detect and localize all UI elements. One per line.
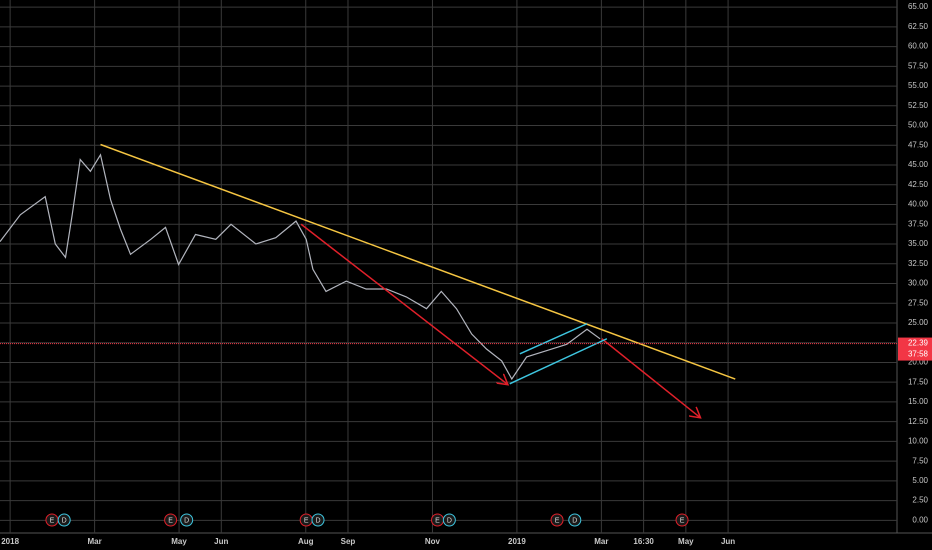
y-tick-label: 35.00 (908, 239, 929, 248)
trendline (300, 223, 507, 384)
event-marker (675, 513, 689, 527)
y-tick-label: 27.50 (908, 298, 929, 307)
x-tick-label: Jun (721, 537, 735, 546)
y-tick-label: 45.00 (908, 160, 929, 169)
x-tick-label: 2018 (1, 537, 19, 546)
y-tick-label: 17.50 (908, 377, 929, 386)
event-label: D (447, 517, 452, 524)
trendline (100, 143, 736, 380)
y-tick-label: 10.00 (908, 437, 929, 446)
event-marker (311, 513, 325, 527)
x-tick-label: Aug (298, 537, 314, 546)
event-label: D (572, 517, 577, 524)
trendline (601, 338, 700, 417)
y-tick-label: 62.50 (908, 22, 929, 31)
y-tick-label: 32.50 (908, 259, 929, 268)
event-label: D (184, 517, 189, 524)
y-tick-label: 37.50 (908, 219, 929, 228)
y-tick-label: 47.50 (908, 140, 929, 149)
y-tick-label: 15.00 (908, 397, 929, 406)
y-tick-label: 2.50 (912, 496, 928, 505)
last-price-label: 22.39 (908, 339, 929, 348)
trendline (519, 323, 588, 355)
y-tick-label: 42.50 (908, 180, 929, 189)
y-tick-label: 5.00 (912, 476, 928, 485)
y-tick-label: 60.00 (908, 42, 929, 51)
event-marker (57, 513, 71, 527)
price-line (0, 153, 601, 381)
y-tick-label: 40.00 (908, 200, 929, 209)
x-tick-label: Mar (87, 537, 101, 546)
event-label: D (315, 517, 320, 524)
event-label: E (435, 517, 440, 524)
x-tick-label: Sep (341, 537, 356, 546)
y-tick-label: 20.00 (908, 358, 929, 367)
y-tick-label: 7.50 (912, 456, 928, 465)
trendline (509, 338, 608, 385)
y-tick-label: 0.00 (912, 515, 928, 524)
event-label: D (62, 517, 67, 524)
x-tick-label: 2019 (508, 537, 526, 546)
y-tick-label: 25.00 (908, 318, 929, 327)
y-tick-label: 65.00 (908, 2, 929, 11)
event-marker (180, 513, 194, 527)
y-tick-label: 52.50 (908, 101, 929, 110)
countdown-label: 37:58 (908, 350, 929, 359)
event-marker (568, 513, 582, 527)
event-marker (550, 513, 564, 527)
y-tick-label: 55.00 (908, 81, 929, 90)
event-label: E (304, 517, 309, 524)
event-marker (442, 513, 456, 527)
event-marker (164, 513, 178, 527)
y-tick-label: 57.50 (908, 61, 929, 70)
event-label: E (680, 517, 685, 524)
x-tick-label: Mar (594, 537, 608, 546)
event-label: E (168, 517, 173, 524)
x-tick-label: May (678, 537, 694, 546)
y-tick-label: 50.00 (908, 121, 929, 130)
x-tick-label: Jun (214, 537, 228, 546)
y-tick-label: 12.50 (908, 417, 929, 426)
event-label: E (50, 517, 55, 524)
x-tick-label: 16:30 (633, 537, 654, 546)
x-tick-label: Nov (425, 537, 441, 546)
x-tick-label: May (171, 537, 187, 546)
event-label: E (555, 517, 560, 524)
y-tick-label: 30.00 (908, 279, 929, 288)
last-price-box (898, 337, 932, 361)
